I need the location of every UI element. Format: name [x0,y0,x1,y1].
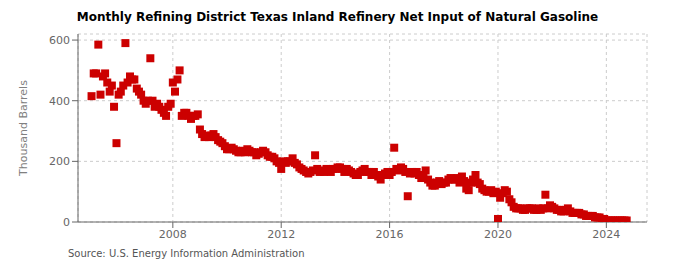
svg-text:2020: 2020 [484,228,512,241]
svg-text:400: 400 [49,95,70,108]
svg-text:Thousand Barrels: Thousand Barrels [17,80,30,177]
svg-text:2008: 2008 [159,228,187,241]
svg-text:600: 600 [49,34,70,47]
svg-text:2016: 2016 [376,228,404,241]
svg-text:2024: 2024 [592,228,620,241]
svg-text:0: 0 [63,216,70,229]
svg-text:2012: 2012 [267,228,295,241]
svg-text:200: 200 [49,155,70,168]
html-text:Monthly Refining District Texa: Monthly Refining District Texas Inland R… [76,10,599,24]
html-text:Source: U.S. Energy Informatio: Source: U.S. Energy Information Administ… [68,248,305,259]
